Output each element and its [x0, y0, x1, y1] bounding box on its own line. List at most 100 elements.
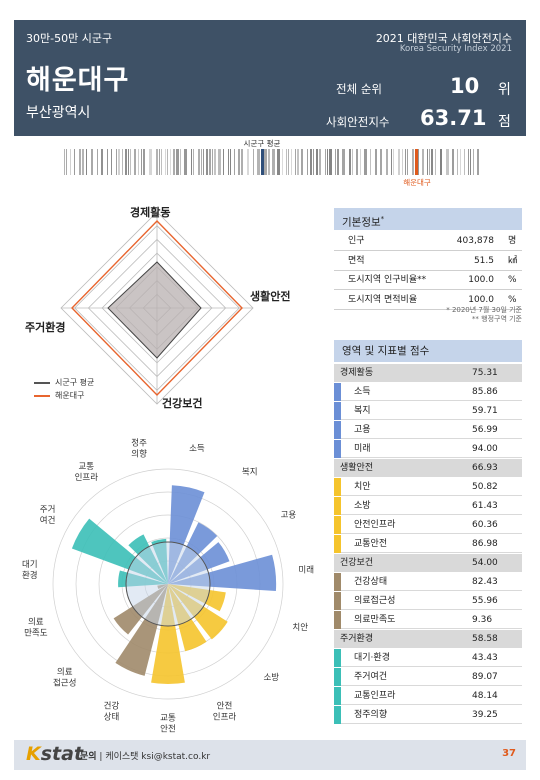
radar-avg-polygon [107, 261, 202, 359]
basic-info-value: 100.0 [468, 275, 494, 285]
score-indicator-name: 의료만족도 [354, 615, 396, 625]
strip-bar [295, 149, 296, 175]
strip-bar [375, 149, 377, 175]
basic-info-unit: % [508, 275, 517, 285]
legend-avg: 시군구 평균 [34, 376, 94, 389]
score-indicator-value: 50.82 [472, 482, 498, 492]
strip-bar [111, 149, 112, 175]
score-indicator-value: 61.43 [472, 501, 498, 511]
basic-info-label: 도시지역 면적비율 [348, 294, 418, 305]
strip-bar [107, 149, 108, 175]
strip-bar [86, 149, 87, 175]
strip-bar [473, 149, 474, 175]
strip-bar [206, 149, 208, 175]
strip-bar [286, 149, 287, 175]
score-indicator-row: 교통안전 86.98 [334, 535, 522, 553]
strip-bar [468, 149, 469, 175]
score-color-bar [334, 611, 341, 629]
strip-bar [407, 149, 408, 175]
strip-bar [214, 149, 216, 175]
strip-bar [143, 149, 145, 175]
score-indicator-value: 60.36 [472, 520, 498, 530]
basic-info-unit: % [508, 294, 517, 305]
basic-info-value: 51.5 [473, 255, 494, 266]
strip-bar [116, 149, 117, 175]
district-name: 해운대구 [26, 65, 130, 96]
strip-bar [253, 149, 254, 175]
score-color-bar [334, 573, 341, 591]
strip-bar [431, 149, 433, 175]
strip-bar [268, 149, 270, 175]
radar-axis-housing: 주거환경 [25, 320, 65, 334]
footer: Kstat 문의 | 케이스탯 ksi@kstat.co.kr 37 [14, 740, 526, 770]
score-group-value: 54.00 [472, 558, 498, 568]
strip-bars [64, 149, 479, 175]
score-indicator-row: 복지 59.71 [334, 402, 522, 420]
scores-header: 영역 및 지표별 점수 [334, 340, 522, 362]
index-value: 63.71 [420, 106, 487, 130]
score-indicator-row: 미래 94.00 [334, 440, 522, 458]
basic-info-unit: ㎢ [508, 255, 518, 266]
rose-label: 의료 접근성 [53, 667, 76, 689]
score-indicator-value: 89.07 [472, 672, 498, 682]
basic-info-label: 도시지역 인구비율** [348, 275, 427, 285]
strip-bar [349, 149, 351, 175]
strip-bar [234, 149, 235, 175]
header-banner: 30만-50만 시군구 해운대구 부산광역시 2021 대한민국 사회안전지수 … [14, 20, 526, 136]
strip-bar [282, 149, 283, 175]
strip-bar [405, 149, 406, 175]
rank-label: 전체 순위 [336, 82, 382, 96]
rose-label: 소방 [263, 672, 279, 683]
rose-label: 교통 안전 [160, 714, 176, 735]
score-indicator-row: 의료만족도 9.36 [334, 611, 522, 629]
area-radar-chart: 경제활동 생활안전 건강보건 주거환경 [25, 205, 290, 410]
strip-bar [128, 149, 129, 175]
radar-axis-safety: 생활안전 [250, 289, 290, 303]
score-indicator-name: 건강상태 [354, 577, 388, 587]
strip-bar [313, 149, 314, 175]
rose-grid-ring [52, 468, 284, 700]
score-indicator-value: 86.98 [472, 539, 498, 549]
score-indicator-value: 94.00 [472, 444, 498, 454]
strip-bar [191, 149, 192, 175]
logo-k: K [26, 743, 41, 765]
basic-info-value: 100.0 [468, 294, 494, 305]
strip-bar [380, 149, 382, 175]
region-category: 30만-50만 시군구 [26, 32, 113, 45]
rose-label: 안전 인프라 [213, 701, 237, 723]
score-indicator-name: 안전인프라 [354, 520, 396, 530]
rose-label: 의료 만족도 [24, 617, 48, 639]
rose-average-circle [125, 541, 211, 627]
strip-bar [352, 149, 353, 175]
score-group-name: 생활안전 [340, 463, 374, 473]
strip-bar [74, 149, 75, 175]
strip-bar [167, 149, 168, 175]
score-group-name: 경제활동 [340, 368, 374, 378]
rose-label: 건강 상태 [104, 701, 120, 723]
rose-label: 대기 환경 [22, 560, 38, 581]
strip-bar [440, 149, 442, 175]
strip-bar [418, 149, 419, 175]
rose-label: 주거 여건 [40, 505, 56, 526]
strip-bar [412, 149, 414, 175]
score-color-bar [334, 516, 341, 534]
score-indicator-name: 교통안전 [354, 539, 388, 549]
report-subtitle: Korea Security Index 2021 [399, 44, 512, 54]
strip-bar [470, 149, 471, 175]
strip-bar [319, 149, 321, 175]
basic-info-title: 기본정보 [342, 216, 381, 229]
basic-info-title-mark: * [380, 215, 385, 223]
score-group-value: 75.31 [472, 368, 498, 378]
strip-bar [264, 149, 267, 175]
strip-bar [130, 149, 131, 175]
legend-self-text: 해운대구 [55, 391, 85, 400]
score-indicator-value: 48.14 [472, 691, 498, 701]
score-group-row: 경제활동 75.31 [334, 364, 522, 382]
score-indicator-value: 56.99 [472, 425, 498, 435]
strip-bar [301, 149, 303, 175]
strip-bar [238, 149, 240, 175]
score-indicator-name: 소방 [354, 501, 371, 511]
strip-bar [356, 149, 358, 175]
strip-bar [477, 149, 479, 175]
